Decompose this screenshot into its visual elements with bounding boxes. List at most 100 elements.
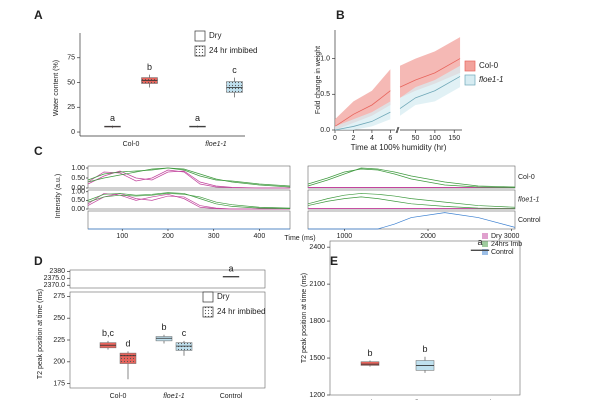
trace-line <box>87 193 290 210</box>
y-tick-label: 2375.0 <box>44 275 66 282</box>
mean-line <box>334 90 391 127</box>
row-label: Col-0 <box>518 174 535 181</box>
x-tick-label: 0 <box>333 135 337 142</box>
x-tick-label: 2000 <box>420 233 436 240</box>
x-tick-label: floe1-1 <box>205 141 227 148</box>
significance-letter: a <box>110 113 115 123</box>
y-tick-label: 2400 <box>309 244 325 251</box>
x-tick-label: 400 <box>254 233 266 240</box>
y-tick-label: 1.00 <box>71 189 85 196</box>
panel-label: B <box>336 8 345 22</box>
x-tick-label: 150 <box>448 135 460 142</box>
y-tick-label: 75 <box>67 55 75 62</box>
row-label: floe1-1 <box>518 196 540 203</box>
x-tick-label: 6 <box>388 135 392 142</box>
confidence-band <box>400 65 461 116</box>
significance-letter: b <box>161 322 166 332</box>
legend-swatch <box>482 233 488 239</box>
y-tick-label: 0.00 <box>71 206 85 213</box>
y-tick-label: 225 <box>53 337 65 344</box>
mean-line <box>399 58 461 88</box>
row-frame <box>87 165 291 189</box>
trace-line <box>87 167 291 187</box>
x-tick-label: 100 <box>429 135 441 142</box>
y-tick-label: 1200 <box>309 392 325 399</box>
significance-letter: b <box>147 62 152 72</box>
x-tick-label: 200 <box>162 233 174 240</box>
significance-letter: d <box>125 339 130 349</box>
legend-swatch <box>202 306 214 318</box>
x-tick-label: Col-0 <box>123 141 140 148</box>
significance-letter: a <box>477 237 482 247</box>
significance-letter: b <box>367 348 372 358</box>
y-tick-label: 1.0 <box>320 55 330 62</box>
legend-swatch <box>482 249 488 255</box>
significance-letter: b <box>422 344 427 354</box>
y-tick-label: 2370.0 <box>44 282 66 289</box>
x-tick-label: 2 <box>352 135 356 142</box>
x-tick-label: 4 <box>370 135 374 142</box>
box <box>175 342 193 351</box>
significance-letter: a <box>195 113 200 123</box>
y-tick-label: 0.0 <box>320 127 330 134</box>
box <box>119 352 137 364</box>
mean-line <box>399 76 461 109</box>
legend-label: Dry <box>217 292 229 301</box>
upper-frame <box>69 269 266 289</box>
y-tick-label: 1.00 <box>71 165 85 172</box>
legend-label: 24 hr imbibed <box>209 46 257 55</box>
y-axis-label: Water content (%) <box>53 60 60 116</box>
x-tick-label: floe1-1 <box>163 393 185 400</box>
legend-label: Control <box>491 249 514 256</box>
x-tick-label: 50 <box>412 135 420 142</box>
legend-swatch <box>194 30 206 42</box>
box <box>155 336 173 342</box>
y-tick-label: 0 <box>71 129 75 136</box>
legend-swatch <box>464 74 476 86</box>
trace-line <box>307 167 516 188</box>
row-frame <box>307 210 516 230</box>
legend-label: 24hrs Imb <box>491 241 522 248</box>
x-tick-label: 100 <box>116 233 128 240</box>
mean-line <box>334 111 391 131</box>
y-tick-label: 175 <box>53 380 65 387</box>
y-tick-label: 250 <box>53 315 65 322</box>
y-axis-label: Intensity (a.u.) <box>55 174 62 218</box>
panel-label: E <box>330 254 338 268</box>
row-frame <box>87 210 291 230</box>
trace-line <box>87 192 291 210</box>
trace-line <box>307 196 516 210</box>
trace-line <box>307 168 516 188</box>
legend-label: Col-0 <box>479 61 499 70</box>
row-frame <box>87 189 291 210</box>
significance-letter: c <box>232 65 237 75</box>
legend-swatch <box>194 45 206 57</box>
y-tick-label: 25 <box>67 104 75 111</box>
legend-swatch <box>202 291 214 303</box>
trace-line <box>87 170 290 189</box>
y-axis-label: Fold change in weight <box>315 46 322 114</box>
confidence-band <box>335 69 391 130</box>
legend-label: Dry <box>209 31 221 40</box>
legend-swatch <box>464 60 476 72</box>
y-tick-label: 0.00 <box>71 185 85 192</box>
legend-swatch <box>482 241 488 247</box>
confidence-band <box>335 101 391 130</box>
row-label: Control <box>518 217 541 224</box>
x-tick-label: 3000 <box>504 233 520 240</box>
trace-line <box>308 212 516 230</box>
panel-label: D <box>34 254 43 268</box>
box <box>226 81 243 93</box>
y-tick-label: 2100 <box>309 281 325 288</box>
y-tick-label: 50 <box>67 79 75 86</box>
trace-line <box>87 193 291 209</box>
x-axis-label: Time (ms) <box>284 235 315 242</box>
trace-line <box>307 193 516 208</box>
x-tick-label: 1000 <box>337 233 353 240</box>
row-frame <box>307 165 516 189</box>
significance-letter: b,c <box>102 328 115 338</box>
significance-letter: c <box>182 328 187 338</box>
significance-letter: a <box>228 263 233 273</box>
